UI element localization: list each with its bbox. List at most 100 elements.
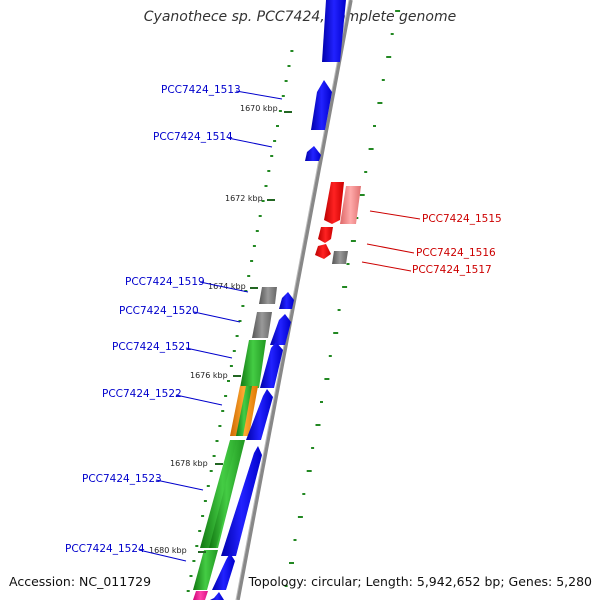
gene-label-1523[interactable]: PCC7424_1523 [82, 473, 162, 485]
gene-arrow-1513[interactable] [311, 80, 332, 130]
gc-dot [218, 425, 222, 427]
gene-label-1516[interactable]: PCC7424_1516 [416, 247, 496, 259]
gc-dot [281, 95, 285, 97]
gene-pseudo-1515[interactable] [340, 186, 361, 224]
gene-grey-1517[interactable] [332, 251, 348, 264]
gene-arrow-1524[interactable] [212, 553, 235, 590]
gc-dot [252, 245, 256, 247]
gene-label-1514[interactable]: PCC7424_1514 [153, 131, 233, 143]
gc-dot [390, 33, 394, 35]
gc-dot [333, 332, 339, 334]
gc-dot [287, 65, 291, 67]
gene-green-1522[interactable] [236, 386, 252, 436]
gene-arrow-1522[interactable] [246, 389, 273, 440]
gene-arrow-1515[interactable] [324, 182, 344, 224]
gene-arrow-1520[interactable] [270, 314, 291, 345]
gene-green-1524[interactable] [193, 550, 218, 590]
gc-dot [201, 515, 205, 517]
gene-arrow-top[interactable] [322, 0, 346, 62]
gc-dot [267, 170, 271, 172]
gc-dot [221, 410, 225, 412]
gene-label-1517[interactable]: PCC7424_1517 [412, 264, 492, 276]
gene-label-1513[interactable]: PCC7424_1513 [161, 84, 241, 96]
gc-dot [328, 355, 332, 357]
map-title: Cyanothece sp. PCC7424, complete genome [143, 9, 457, 25]
gc-dot [324, 378, 330, 380]
gene-arrow-1514[interactable] [305, 146, 321, 161]
gene-arrow-1519[interactable] [279, 292, 294, 309]
gc-dot [359, 194, 365, 196]
gene-magenta-bottom[interactable] [193, 591, 208, 600]
gene-green-1521[interactable] [240, 340, 266, 388]
gc-dot [227, 380, 230, 382]
gc-dot [284, 80, 288, 82]
genome-summary: Topology: circular; Length: 5,942,652 bp… [248, 574, 592, 589]
accession-label: Accession: NC_011729 [9, 574, 152, 589]
gc-dot [346, 263, 350, 265]
gc-dot [289, 562, 294, 564]
gc-dot [238, 320, 242, 322]
tick-label-1680: 1680 kbp [149, 546, 187, 555]
gc-dot [244, 290, 248, 292]
gene-label-1521[interactable]: PCC7424_1521 [112, 341, 192, 353]
label-leader-lines [138, 90, 421, 562]
tick-label-1674: 1674 kbp [208, 282, 246, 291]
gc-dot [377, 102, 383, 104]
gc-dot [241, 305, 245, 307]
tick-label-1678: 1678 kbp [170, 459, 208, 468]
gc-dot [270, 155, 274, 157]
gc-dot [235, 335, 239, 337]
gc-dot [373, 125, 376, 127]
gc-dot [350, 240, 356, 242]
gc-dot [342, 286, 348, 288]
gc-dot [258, 215, 262, 217]
gc-dot [290, 50, 294, 52]
tick-label-1670: 1670 kbp [240, 104, 278, 113]
gc-dot [255, 230, 259, 232]
gene-label-1519[interactable]: PCC7424_1519 [125, 276, 205, 288]
gc-dot [232, 350, 236, 352]
gene-arrow-1523[interactable] [221, 446, 262, 556]
gc-dot [386, 56, 392, 58]
gc-dot [320, 401, 323, 403]
gc-dot [195, 545, 199, 547]
gene-label-1522[interactable]: PCC7424_1522 [102, 388, 182, 400]
gene-arrow-1516[interactable] [318, 227, 333, 243]
tick-label-1672: 1672 kbp [225, 194, 263, 203]
gc-dot [297, 516, 303, 518]
gc-dot [250, 260, 254, 262]
gene-green-1523-light[interactable] [209, 440, 244, 548]
gene-label-1515[interactable]: PCC7424_1515 [422, 213, 502, 225]
genome-backbone [236, 0, 353, 600]
gc-dot [355, 217, 359, 219]
gc-content-track [186, 10, 401, 592]
gc-dot [306, 470, 312, 472]
gc-dot [381, 79, 385, 81]
gc-dot [206, 485, 210, 487]
gene-blue-bottom[interactable] [210, 592, 224, 600]
gene-label-1524[interactable]: PCC7424_1524 [65, 543, 145, 555]
gene-arrow-1516b[interactable] [315, 244, 331, 259]
gc-dot [247, 275, 251, 277]
gene-arrow-1521[interactable] [260, 342, 283, 388]
gc-dot [364, 171, 368, 173]
gc-dot [302, 493, 306, 495]
gene-labels: PCC7424_1513 PCC7424_1514 PCC7424_1515 P… [65, 84, 502, 555]
gc-dot [368, 148, 374, 150]
gc-dot [276, 125, 279, 127]
gc-dot [215, 440, 219, 442]
gc-dot [395, 10, 401, 12]
gene-grey-1520[interactable] [252, 312, 272, 338]
gc-dot [212, 455, 216, 457]
tick-label-1676: 1676 kbp [190, 371, 228, 380]
gc-dot [315, 424, 321, 426]
scale-ticks [198, 111, 292, 553]
gc-dot [284, 585, 288, 587]
gc-dot [278, 110, 282, 112]
scale-tick-labels: 1670 kbp 1672 kbp 1674 kbp 1676 kbp 1678… [149, 104, 278, 555]
gene-grey-1519[interactable] [259, 287, 277, 304]
gene-label-1520[interactable]: PCC7424_1520 [119, 305, 199, 317]
gc-dot [209, 470, 213, 472]
gc-dot [198, 530, 202, 532]
